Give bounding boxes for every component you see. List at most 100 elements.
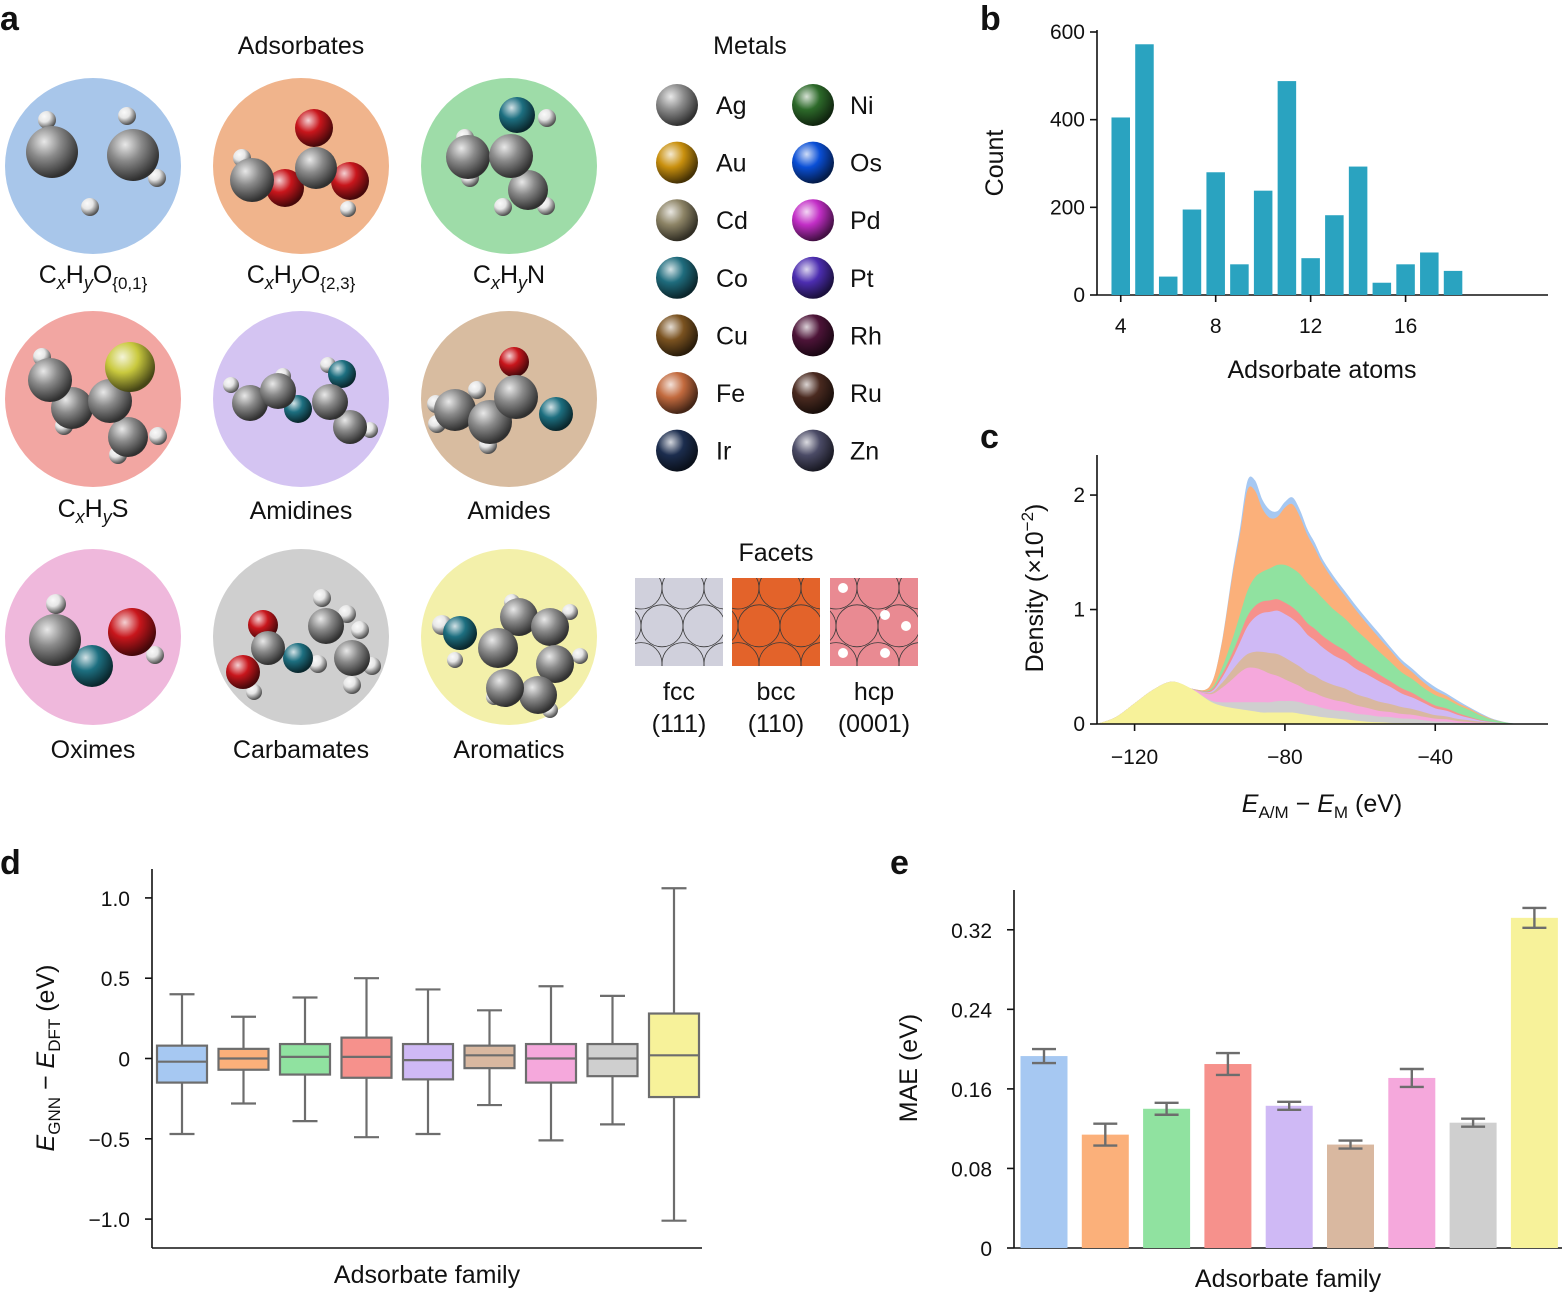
error-bar-oximes: [1399, 1067, 1424, 1089]
molecule-6: [427, 347, 573, 454]
facet-atom-outline: [779, 604, 820, 648]
facet-tile-bcc: [696, 529, 864, 666]
atom-h-3: [338, 605, 356, 623]
atom-h-2: [538, 109, 556, 127]
x-tick-label-16: 16: [1394, 315, 1417, 338]
atom-c-6: [295, 147, 337, 189]
box-iqr: [155, 1044, 209, 1084]
metal-sphere-rh: [792, 314, 834, 357]
facet-atom-outline: [696, 529, 738, 571]
x-tick-label--80: −80: [1267, 746, 1303, 769]
metal-label-ru: Ru: [850, 380, 882, 408]
atom-c-7: [508, 170, 548, 210]
atom-n-3: [71, 645, 113, 687]
x-axis-label: Adsorbate family: [334, 1261, 521, 1289]
atom-c-7: [333, 410, 367, 444]
atom-h-1: [146, 646, 164, 664]
metals-title: Metals: [713, 32, 787, 60]
y-tick-label-1: −0.5: [89, 1129, 130, 1152]
y-tick-label-600: 600: [1050, 21, 1085, 44]
facet-hollow-site: [880, 648, 890, 658]
facet-atom-outline: [920, 529, 962, 571]
facet-atom-outline: [920, 680, 962, 722]
metal-sphere-pt: [792, 256, 834, 299]
x-tick-label--40: −40: [1417, 746, 1453, 769]
atom-o-3: [295, 109, 333, 147]
adsorbate-label-9: Aromatics: [453, 736, 564, 764]
atom-h-2: [313, 589, 331, 607]
bar-mae-amides: [1327, 1144, 1374, 1248]
facet-name-hcp: hcp: [854, 678, 894, 706]
atom-n-6: [328, 360, 356, 388]
facet-atom-outline: [641, 529, 683, 571]
bar-atoms-6: [1158, 276, 1178, 295]
metal-sphere-fe: [656, 372, 698, 414]
atom-h-2: [562, 604, 578, 620]
molecule-4: [28, 342, 167, 464]
facet-name-bcc: bcc: [757, 678, 796, 706]
bar-atoms-16: [1396, 264, 1415, 295]
atom-c-11: [536, 645, 574, 683]
facet-index-bcc: (110): [748, 710, 805, 738]
error-bar-cxhyo-2-3-: [1093, 1122, 1118, 1147]
metal-sphere-cu: [656, 314, 698, 357]
facet-atom-outline: [682, 604, 723, 648]
atom-h-7: [309, 655, 327, 673]
facet-atom-outline: [822, 529, 864, 571]
metal-label-ir: Ir: [716, 438, 731, 466]
y-axis-label: Count: [981, 130, 1009, 197]
box-iqr: [586, 1042, 639, 1078]
metal-label-au: Au: [716, 150, 747, 178]
facet-tile-hcp: [830, 529, 983, 722]
atom-h-2: [468, 381, 486, 399]
adsorbates-title: Adsorbates: [238, 32, 364, 60]
facets-title: Facets: [738, 539, 813, 567]
metal-sphere-ir: [656, 429, 698, 472]
adsorbate-label-6: Amides: [467, 497, 550, 525]
atom-c-12: [519, 676, 557, 714]
y-tick-label-0: 0: [1073, 713, 1085, 736]
facet-atom-outline: [877, 604, 918, 648]
atom-c-13: [486, 669, 524, 707]
y-tick-label-0: 0: [1073, 284, 1085, 307]
atom-n-8: [443, 616, 477, 650]
atom-c-9: [489, 134, 533, 178]
atom-c-5: [26, 126, 78, 178]
atom-o-5: [331, 162, 369, 200]
metal-label-cu: Cu: [716, 322, 748, 350]
box-iqr: [401, 1042, 455, 1081]
atom-c-10: [531, 608, 569, 646]
atom-c-7: [230, 158, 274, 202]
facet-hollow-site: [838, 648, 848, 658]
facets-panel: fcc (111) bcc (110) hcp (0001): [599, 529, 983, 738]
y-tick-label-3: 0.24: [951, 999, 992, 1022]
facet-name-fcc: fcc: [663, 678, 695, 706]
box-iqr: [278, 1042, 332, 1076]
x-tick-label--120: −120: [1111, 746, 1158, 769]
atom-n-9: [283, 643, 313, 673]
atom-n-6: [499, 97, 535, 133]
metal-label-fe: Fe: [716, 380, 745, 408]
bar-atoms-18: [1443, 270, 1463, 295]
bar-atoms-5: [1135, 44, 1154, 296]
y-tick-label-0: −1.0: [89, 1209, 130, 1232]
atom-c-5: [29, 614, 81, 666]
facet-hollow-site: [838, 583, 848, 593]
atom-c-13: [334, 640, 370, 676]
atom-c-9: [500, 598, 538, 636]
bar-mae-cxhyo-2-3-: [1081, 1134, 1129, 1248]
y-tick-label-2: 2: [1073, 484, 1085, 507]
bar-atoms-4: [1111, 117, 1130, 295]
facet-atom-outline: [599, 529, 641, 571]
box-iqr: [524, 1042, 578, 1084]
chart-e-mae-bars: 0 0.08 0.16 0.24 0.32 Adsorbate family MAE (eV…: [895, 890, 1562, 1293]
bar-mae-amidines: [1265, 1105, 1313, 1248]
metal-label-ni: Ni: [850, 92, 874, 120]
error-bar-amidines: [1277, 1100, 1302, 1111]
facet-atom-outline: [800, 578, 820, 610]
bar-mae-aromatics: [1510, 917, 1558, 1248]
box-cxhyo-0-1-: [155, 993, 209, 1136]
atom-s-9: [105, 342, 155, 392]
facet-atom-outline: [941, 643, 983, 685]
